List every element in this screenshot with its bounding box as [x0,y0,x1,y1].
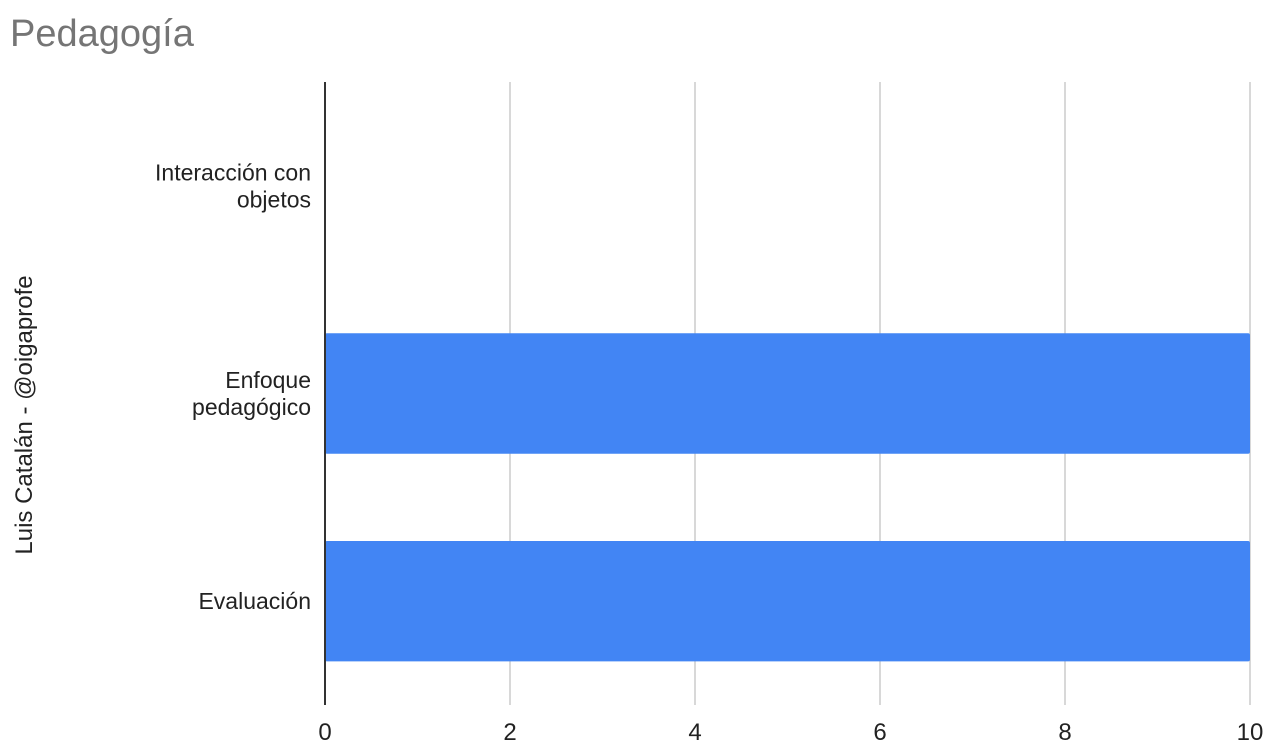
category-label-0-0: Interacción con [155,159,311,185]
x-tick-labels: 0 2 4 6 8 10 [318,719,1263,742]
x-tick-label-3: 6 [873,719,886,742]
x-tick-label-1: 2 [503,719,516,742]
y-axis-label: Luis Catalán - @oigaprofe [11,275,38,554]
bar-1 [325,333,1250,454]
x-tick-label-4: 8 [1058,719,1071,742]
category-label-0-1: objetos [237,186,311,212]
x-tick-label-0: 0 [318,719,331,742]
category-label-1-1: pedagógico [192,394,311,420]
category-label-2-0: Evaluación [198,588,311,614]
bars [325,333,1250,662]
x-tick-label-2: 4 [688,719,701,742]
category-label-1-0: Enfoque [225,367,311,393]
chart-title: Pedagogía [10,13,195,55]
bar-2 [325,540,1250,662]
x-tick-label-5: 10 [1237,719,1264,742]
